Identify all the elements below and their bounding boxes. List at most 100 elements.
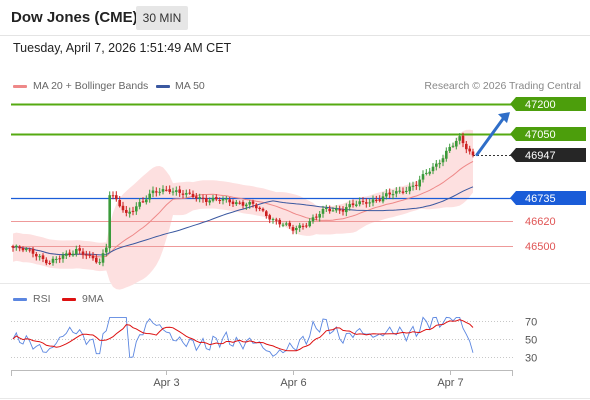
candle-body xyxy=(341,209,345,212)
candle-body xyxy=(185,193,188,195)
candle-body xyxy=(88,254,91,256)
candle-body xyxy=(365,202,368,204)
candle-body xyxy=(131,210,135,212)
rsi-ma-legend-label: 9MA xyxy=(82,293,104,305)
forecast-arrow xyxy=(475,112,510,157)
resistance-2-tag xyxy=(510,97,586,111)
candle-body xyxy=(308,221,311,227)
candle-body xyxy=(28,249,31,251)
candle-body xyxy=(71,253,75,256)
candle-body xyxy=(461,135,465,144)
candle-body xyxy=(81,251,85,255)
candle-body xyxy=(231,201,235,204)
bollinger-band-fill xyxy=(13,129,473,290)
resistance-2-label: 47200 xyxy=(525,99,556,111)
candle-body xyxy=(245,204,248,207)
candle-body xyxy=(145,199,148,203)
candle-body xyxy=(161,189,165,192)
candle-body xyxy=(261,208,265,211)
rsi-legend-label: RSI xyxy=(33,293,51,305)
time-axis: Apr 3 Apr 6 Apr 7 xyxy=(11,370,513,389)
candle-body xyxy=(405,190,408,192)
candle-body xyxy=(325,208,328,209)
candle-body xyxy=(155,191,158,193)
candle-body xyxy=(181,193,185,195)
chart-header: Dow Jones (CME) 30 MIN xyxy=(0,0,590,36)
candle-body xyxy=(65,253,68,256)
rsi-ma-legend-swatch xyxy=(62,298,76,301)
candle-body xyxy=(135,206,138,212)
candle-body xyxy=(291,227,295,231)
candle-body xyxy=(301,225,305,227)
candle-body xyxy=(278,219,281,225)
candle-body xyxy=(268,215,271,220)
candle-body xyxy=(191,193,195,197)
candle-body xyxy=(398,190,401,192)
rsi-line xyxy=(12,316,474,358)
candle-body xyxy=(11,246,15,248)
candle-body xyxy=(335,208,338,211)
candle-body xyxy=(38,256,41,258)
candle-body xyxy=(395,191,398,194)
resistance-1-label: 47050 xyxy=(525,129,556,141)
candle-body xyxy=(358,201,361,205)
pivot-tag xyxy=(510,191,586,205)
candle-body xyxy=(45,259,48,264)
last-price-label: 46947 xyxy=(525,150,556,162)
last-price-tag xyxy=(510,148,586,162)
candle-body xyxy=(255,204,258,209)
candle-body xyxy=(445,150,448,159)
candle-body xyxy=(241,202,245,206)
candle-body xyxy=(121,205,125,211)
candle-body xyxy=(51,258,55,263)
candle-body xyxy=(431,166,435,172)
candle-body xyxy=(108,195,111,249)
candle-body xyxy=(208,200,211,203)
candle-body xyxy=(118,200,121,207)
candle-body xyxy=(215,197,218,200)
candle-body xyxy=(391,194,395,196)
candle-body xyxy=(351,203,355,206)
candle-body xyxy=(441,158,445,163)
candle-body xyxy=(371,199,375,203)
level-lines xyxy=(11,103,513,247)
candle-body xyxy=(18,246,21,249)
candle-body xyxy=(298,225,301,228)
candle-body xyxy=(68,252,71,255)
time-tick-label: Apr 6 xyxy=(280,377,306,389)
rsi-tick-label: 70 xyxy=(525,317,537,329)
candle-body xyxy=(275,219,278,221)
bollinger-bands xyxy=(13,129,473,290)
candle-body xyxy=(355,204,358,206)
candle-body xyxy=(55,258,58,260)
candle-body xyxy=(458,136,461,141)
candle-body xyxy=(408,186,411,192)
timeframe-button[interactable]: 30 MIN xyxy=(136,6,188,30)
candle-body xyxy=(221,199,225,201)
candle-body xyxy=(195,196,198,199)
candle-body xyxy=(285,223,288,225)
candle-body xyxy=(218,200,221,201)
candle-body xyxy=(418,179,421,187)
rsi-tick-label: 30 xyxy=(525,353,537,365)
ma50-legend-swatch xyxy=(156,85,170,88)
pivot-label: 46735 xyxy=(525,193,556,205)
candle-body xyxy=(111,195,115,197)
candle-body xyxy=(451,145,455,147)
candle-body xyxy=(401,191,405,193)
candle-body xyxy=(85,254,88,256)
candle-body xyxy=(281,224,285,226)
candle-body xyxy=(105,247,108,253)
candle-body xyxy=(248,202,251,205)
candle-body xyxy=(211,197,215,201)
candle-body xyxy=(411,185,415,187)
candle-body xyxy=(421,174,425,180)
candle-body xyxy=(378,199,381,201)
candle-body xyxy=(35,254,38,257)
candle-body xyxy=(288,222,291,227)
candle-body xyxy=(438,163,441,165)
candle-body xyxy=(141,201,145,203)
instrument-title: Dow Jones (CME) xyxy=(11,9,138,26)
candle-body xyxy=(381,196,385,202)
